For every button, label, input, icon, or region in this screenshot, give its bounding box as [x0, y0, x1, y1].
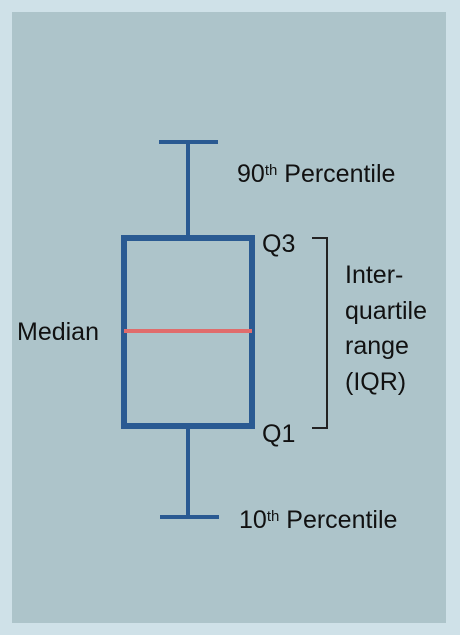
iqr-line-1: Inter-	[345, 261, 404, 289]
iqr-label: Inter- quartile range (IQR)	[345, 258, 427, 400]
q3-label: Q3	[262, 230, 296, 258]
p90-label: 90th Percentile	[237, 160, 396, 188]
diagram-panel	[12, 12, 446, 623]
p10-label: 10th Percentile	[239, 506, 398, 534]
iqr-bracket	[312, 237, 328, 429]
iqr-line-4: (IQR)	[345, 367, 407, 396]
q1-label: Q1	[262, 420, 296, 448]
median-label: Median	[17, 318, 99, 346]
iqr-line-3: range	[345, 332, 409, 360]
iqr-line-2: quartile	[345, 296, 427, 325]
